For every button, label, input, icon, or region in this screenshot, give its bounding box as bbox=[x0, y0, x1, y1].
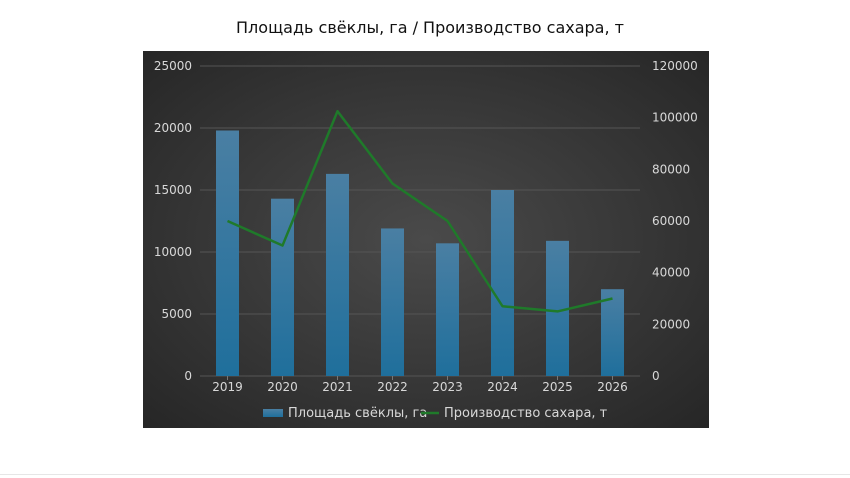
y-left-tick-label: 25000 bbox=[154, 59, 192, 73]
x-tick-label: 2026 bbox=[597, 380, 628, 394]
combo-chart: 0 5000 10000 15000 20000 25000 0 20000 40000 6000… bbox=[154, 59, 698, 421]
bar bbox=[491, 190, 514, 376]
y-left-tick-label: 10000 bbox=[154, 245, 192, 259]
bottom-divider bbox=[0, 474, 850, 475]
chart-panel: 0 5000 10000 15000 20000 25000 0 20000 40000 6000… bbox=[143, 51, 709, 428]
y-right-tick-label: 40000 bbox=[652, 266, 690, 280]
axis-labels: 0 5000 10000 15000 20000 25000 0 20000 40000 6000… bbox=[154, 59, 698, 394]
y-right-tick-label: 60000 bbox=[652, 214, 690, 228]
bar bbox=[216, 130, 239, 376]
bar bbox=[381, 228, 404, 376]
bar bbox=[436, 243, 459, 376]
line-series bbox=[226, 109, 613, 313]
legend-label-bar: Площадь свёклы, га bbox=[288, 406, 427, 421]
x-tick-label: 2024 bbox=[487, 380, 518, 394]
x-tick-label: 2021 bbox=[322, 380, 353, 394]
y-left-tick-label: 5000 bbox=[161, 307, 192, 321]
x-tick-label: 2019 bbox=[212, 380, 243, 394]
bar bbox=[601, 289, 624, 376]
x-tick-label: 2023 bbox=[432, 380, 463, 394]
x-tick-label: 2020 bbox=[267, 380, 298, 394]
bar bbox=[326, 173, 349, 376]
grid-lines bbox=[200, 65, 640, 377]
y-right-tick-label: 100000 bbox=[652, 111, 698, 125]
y-right-tick-label: 80000 bbox=[652, 162, 690, 176]
legend-label-line: Производство сахара, т bbox=[444, 406, 608, 421]
x-tick-label: 2022 bbox=[377, 380, 408, 394]
bar bbox=[546, 240, 569, 376]
y-left-tick-label: 15000 bbox=[154, 183, 192, 197]
sugar-production-line bbox=[226, 109, 613, 313]
y-left-tick-label: 0 bbox=[184, 369, 192, 383]
legend-swatch-bar bbox=[263, 409, 283, 417]
x-tick-label: 2025 bbox=[542, 380, 573, 394]
legend: Площадь свёклы, га Производство сахара, т bbox=[263, 406, 608, 421]
y-right-tick-label: 20000 bbox=[652, 317, 690, 331]
page-title: Площадь свёклы, га / Производство сахара… bbox=[236, 18, 624, 37]
bar-series bbox=[216, 130, 624, 376]
y-left-tick-label: 20000 bbox=[154, 121, 192, 135]
y-right-tick-label: 120000 bbox=[652, 59, 698, 73]
y-right-tick-label: 0 bbox=[652, 369, 660, 383]
